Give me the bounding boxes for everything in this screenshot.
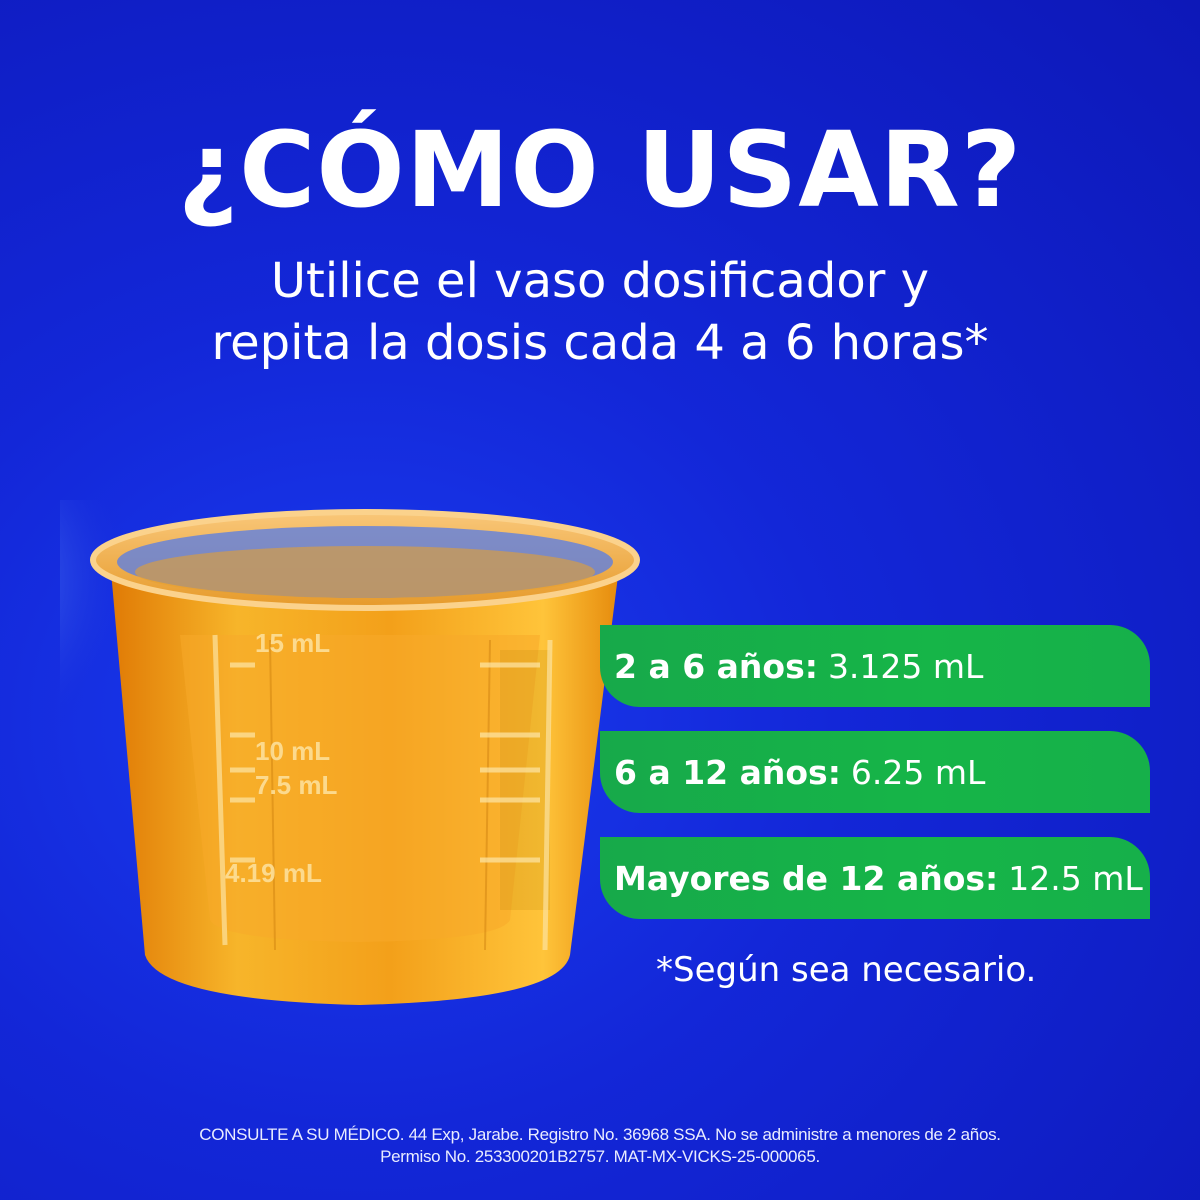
footnote: *Según sea necesario. [656,950,1037,990]
subtitle-line-2: repita la dosis cada 4 a 6 horas* [211,315,989,371]
legal-line-2: Permiso No. 253300201B2757. MAT-MX-VICKS… [380,1147,820,1166]
cup-mark-10: 10 mL [255,736,330,766]
legal-disclaimer: CONSULTE A SU MÉDICO. 44 Exp, Jarabe. Re… [0,1124,1200,1168]
dose-row-2-6: 2 a 6 años: 3.125 mL [600,625,1150,707]
legal-line-1: CONSULTE A SU MÉDICO. 44 Exp, Jarabe. Re… [199,1125,1001,1144]
cup-mark-15: 15 mL [255,628,330,658]
cup-mark-7-5: 7.5 mL [255,770,337,800]
page-subtitle: Utilice el vaso dosificador y repita la … [0,250,1200,374]
dose-value: 6.25 mL [850,752,986,792]
page-title: ¿CÓMO USAR? [177,109,1023,231]
subtitle-line-1: Utilice el vaso dosificador y [270,253,930,309]
dose-label: 6 a 12 años: [614,752,841,792]
dose-row-6-12: 6 a 12 años: 6.25 mL [600,731,1150,813]
dosing-cup-image: 15 mL 10 mL 7.5 mL 4.19 mL [60,500,640,1005]
dose-row-12-plus: Mayores de 12 años: 12.5 mL [600,837,1150,919]
cup-mark-4-19: 4.19 mL [225,858,322,888]
dose-label: 2 a 6 años: [614,646,818,686]
dose-label: Mayores de 12 años: [614,858,999,898]
dose-value: 12.5 mL [1008,858,1143,898]
dose-value: 3.125 mL [827,646,984,686]
